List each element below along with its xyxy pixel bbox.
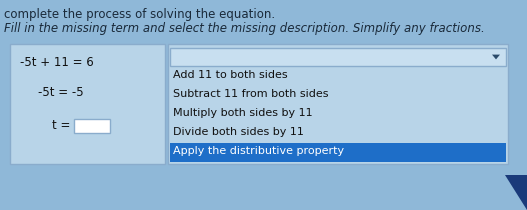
Text: Subtract 11 from both sides: Subtract 11 from both sides <box>173 89 328 99</box>
FancyBboxPatch shape <box>170 143 506 162</box>
Polygon shape <box>492 55 500 59</box>
FancyBboxPatch shape <box>74 119 110 133</box>
Text: Multiply both sides by 11: Multiply both sides by 11 <box>173 108 313 118</box>
Text: Add 11 to both sides: Add 11 to both sides <box>173 70 288 80</box>
Polygon shape <box>505 175 527 210</box>
Text: Fill in the missing term and select the missing description. Simplify any fracti: Fill in the missing term and select the … <box>4 22 485 35</box>
FancyBboxPatch shape <box>168 44 508 164</box>
FancyBboxPatch shape <box>170 48 506 66</box>
Text: -5t + 11 = 6: -5t + 11 = 6 <box>20 56 94 69</box>
FancyBboxPatch shape <box>10 44 165 164</box>
Text: -5t = -5: -5t = -5 <box>38 86 84 99</box>
Text: complete the process of solving the equation.: complete the process of solving the equa… <box>4 8 275 21</box>
Text: Divide both sides by 11: Divide both sides by 11 <box>173 127 304 137</box>
Text: t =: t = <box>52 119 74 132</box>
Text: Apply the distributive property: Apply the distributive property <box>173 146 344 156</box>
